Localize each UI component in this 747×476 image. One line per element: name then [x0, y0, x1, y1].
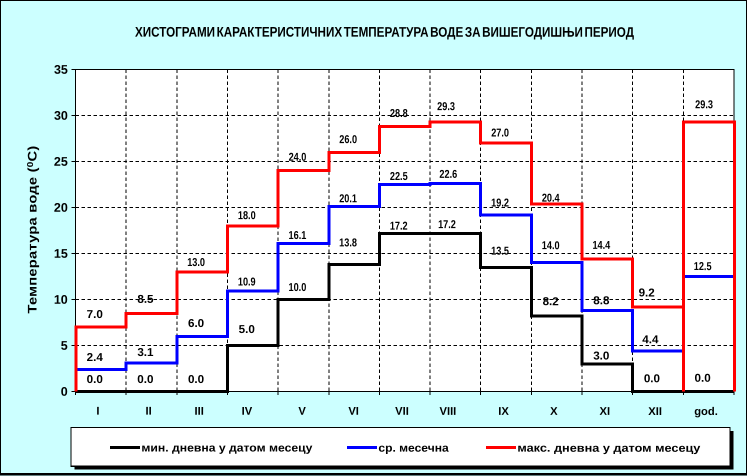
svg-text:II: II	[145, 406, 151, 418]
svg-text:18.0: 18.0	[238, 210, 256, 222]
svg-text:0.0: 0.0	[188, 374, 204, 386]
svg-text:0.0: 0.0	[137, 374, 153, 386]
svg-text:14.0: 14.0	[542, 240, 560, 252]
svg-text:22.6: 22.6	[439, 169, 457, 181]
svg-text:XII: XII	[648, 406, 662, 418]
svg-text:17.2: 17.2	[390, 221, 408, 233]
svg-text:5.0: 5.0	[239, 324, 255, 336]
svg-text:9.2: 9.2	[639, 287, 655, 299]
svg-text:26.0: 26.0	[339, 134, 357, 146]
svg-text:19.2: 19.2	[491, 197, 509, 209]
svg-text:25: 25	[54, 155, 68, 169]
svg-text:XI: XI	[600, 406, 611, 418]
svg-text:0.0: 0.0	[87, 374, 103, 386]
svg-text:VII: VII	[395, 406, 409, 418]
svg-text:IX: IX	[498, 406, 509, 418]
svg-text:I: I	[96, 406, 99, 418]
svg-text:30: 30	[54, 109, 68, 123]
svg-text:0.0: 0.0	[694, 373, 710, 385]
svg-text:22.5: 22.5	[390, 171, 408, 183]
svg-text:12.5: 12.5	[694, 261, 712, 273]
svg-text:ср. месечна: ср. месечна	[378, 443, 449, 455]
svg-text:10.0: 10.0	[289, 282, 307, 294]
svg-text:10.9: 10.9	[238, 277, 256, 289]
svg-text:27.0: 27.0	[491, 127, 509, 139]
svg-text:4.4: 4.4	[642, 334, 659, 346]
svg-text:3.1: 3.1	[137, 347, 154, 359]
svg-text:29.3: 29.3	[695, 99, 713, 111]
svg-text:IV: IV	[242, 406, 253, 418]
svg-text:20.4: 20.4	[542, 193, 560, 205]
svg-text:28.8: 28.8	[390, 108, 408, 120]
svg-text:13.5: 13.5	[491, 246, 509, 258]
svg-text:III: III	[195, 406, 204, 418]
svg-text:god.: god.	[694, 406, 718, 418]
svg-text:29.3: 29.3	[437, 101, 455, 113]
svg-text:3.0: 3.0	[593, 351, 609, 363]
svg-text:16.1: 16.1	[289, 230, 307, 242]
svg-text:6.0: 6.0	[188, 318, 204, 330]
svg-text:8.5: 8.5	[137, 294, 154, 306]
svg-text:20: 20	[54, 201, 68, 215]
svg-text:20.1: 20.1	[339, 193, 357, 205]
svg-text:7.0: 7.0	[87, 309, 103, 321]
svg-text:VI: VI	[348, 406, 359, 418]
svg-text:10: 10	[54, 293, 68, 307]
svg-text:13.0: 13.0	[187, 257, 205, 269]
svg-text:8.2: 8.2	[543, 296, 559, 308]
svg-text:X: X	[550, 406, 558, 418]
svg-text:24.0: 24.0	[289, 152, 307, 164]
svg-text:17.2: 17.2	[438, 219, 456, 231]
svg-text:V: V	[298, 406, 306, 418]
svg-text:15: 15	[54, 247, 68, 261]
svg-text:8.8: 8.8	[593, 295, 610, 307]
svg-text:макс. дневна у датом месецу: макс. дневна у датом месецу	[517, 443, 701, 455]
svg-text:Температура воде (0С): Температура воде (0С)	[25, 146, 40, 314]
svg-text:13.8: 13.8	[339, 237, 357, 249]
svg-text:VIII: VIII	[440, 406, 457, 418]
svg-text:5: 5	[61, 339, 68, 353]
svg-text:ХИСТОГРАМИ КАРАКТЕРИСТИЧНИХ ТЕ: ХИСТОГРАМИ КАРАКТЕРИСТИЧНИХ ТЕМПЕРАТУРА …	[135, 24, 634, 40]
svg-text:14.4: 14.4	[592, 240, 610, 252]
svg-text:мин. дневна у датом месецу: мин. дневна у датом месецу	[141, 442, 313, 454]
svg-text:35: 35	[54, 63, 68, 77]
svg-text:2.4: 2.4	[87, 352, 104, 364]
svg-text:0.0: 0.0	[644, 373, 660, 385]
svg-text:0: 0	[61, 385, 68, 399]
